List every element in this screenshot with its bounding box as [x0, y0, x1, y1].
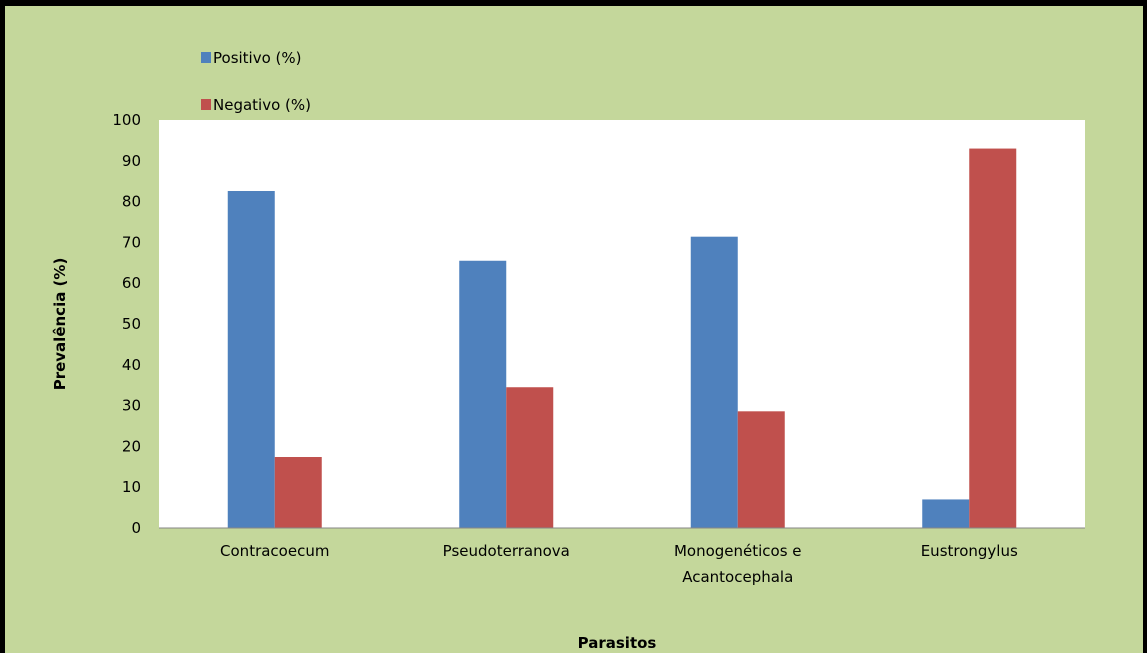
y-tick-label: 70 [122, 233, 141, 251]
bar-positivo [459, 260, 507, 528]
bar-chart: 0 10 20 30 40 50 60 70 80 90 100 Contracoecum Pseud… [5, 6, 1143, 653]
bar-negativo [274, 457, 322, 528]
y-tick-label: 10 [122, 478, 141, 496]
x-category-label: Monogenéticos e Acantocephala [674, 542, 802, 586]
y-axis-ticks: 0 10 20 30 40 50 60 70 80 90 100 [112, 111, 141, 537]
y-tick-label: 20 [122, 437, 141, 455]
y-tick-label: 40 [122, 356, 141, 374]
legend-swatch-negativo [201, 99, 211, 110]
legend: Positivo (%) Negativo (%) [201, 49, 311, 114]
y-tick-label: 50 [122, 315, 141, 333]
x-axis-title: Parasitos [578, 634, 657, 652]
bar-negativo [737, 411, 785, 528]
y-tick-label: 30 [122, 397, 141, 415]
y-tick-label: 100 [112, 111, 141, 129]
legend-swatch-positivo [201, 52, 211, 63]
y-tick-label: 60 [122, 274, 141, 292]
y-tick-label: 0 [131, 519, 141, 537]
x-category-label: Pseudoterranova [443, 542, 570, 560]
bar-positivo [922, 499, 970, 528]
y-tick-label: 90 [122, 152, 141, 170]
x-category-label: Contracoecum [220, 542, 329, 560]
bars [227, 148, 1017, 529]
y-axis-title: Prevalência (%) [51, 258, 69, 391]
bar-positivo [690, 236, 738, 529]
bar-positivo [227, 190, 275, 528]
x-axis-labels: Contracoecum Pseudoterranova Monogenéticos… [220, 542, 1018, 586]
legend-label-positivo: Positivo (%) [213, 49, 302, 67]
bar-negativo [506, 387, 554, 528]
y-tick-label: 80 [122, 193, 141, 211]
bar-negativo [969, 148, 1017, 528]
x-category-label: Eustrongylus [921, 542, 1018, 560]
legend-label-negativo: Negativo (%) [213, 96, 311, 114]
